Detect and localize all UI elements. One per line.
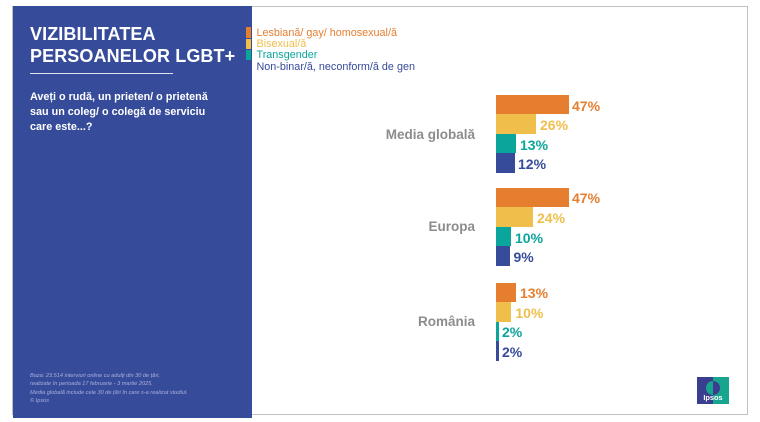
svg-text:Ipsos: Ipsos xyxy=(703,393,722,402)
